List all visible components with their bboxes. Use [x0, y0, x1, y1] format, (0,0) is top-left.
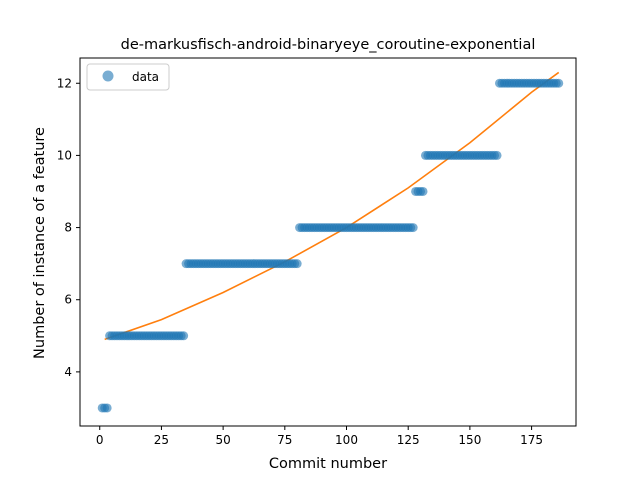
data-point: [418, 186, 428, 196]
data-point: [408, 223, 418, 233]
y-tick-label: 6: [64, 293, 72, 307]
plot-frame: [79, 57, 577, 427]
y-tick-label: 12: [57, 76, 72, 90]
data-points-layer: [97, 78, 564, 413]
x-tick-label: 150: [458, 433, 481, 447]
y-axis-label: Number of instance of a feature: [32, 127, 48, 359]
x-tick-label: 125: [397, 433, 420, 447]
legend-marker-data: [102, 70, 114, 82]
ticks-layer: 0 25 50 75 100 125 150 175 4 6 8 10 12: [57, 76, 543, 447]
y-tick-label: 8: [64, 221, 72, 235]
x-tick-label: 25: [154, 433, 169, 447]
x-tick-label: 0: [96, 433, 104, 447]
y-tick-label: 10: [57, 148, 72, 162]
legend-label-data: data: [132, 70, 159, 84]
plot-area: [79, 57, 577, 427]
data-point: [102, 403, 112, 413]
data-point: [179, 331, 189, 341]
legend: data: [86, 63, 170, 91]
x-axis-label: Commit number: [269, 456, 387, 472]
x-tick-label: 75: [277, 433, 292, 447]
x-tick-label: 175: [520, 433, 543, 447]
legend-frame: [86, 63, 170, 91]
x-tick-label: 100: [335, 433, 358, 447]
x-tick-label: 50: [215, 433, 230, 447]
data-point: [292, 259, 302, 269]
data-point: [554, 78, 564, 88]
data-point: [492, 150, 502, 160]
chart-title: de-markusfisch-android-binaryeye_corouti…: [121, 37, 536, 53]
y-tick-label: 4: [64, 365, 72, 379]
